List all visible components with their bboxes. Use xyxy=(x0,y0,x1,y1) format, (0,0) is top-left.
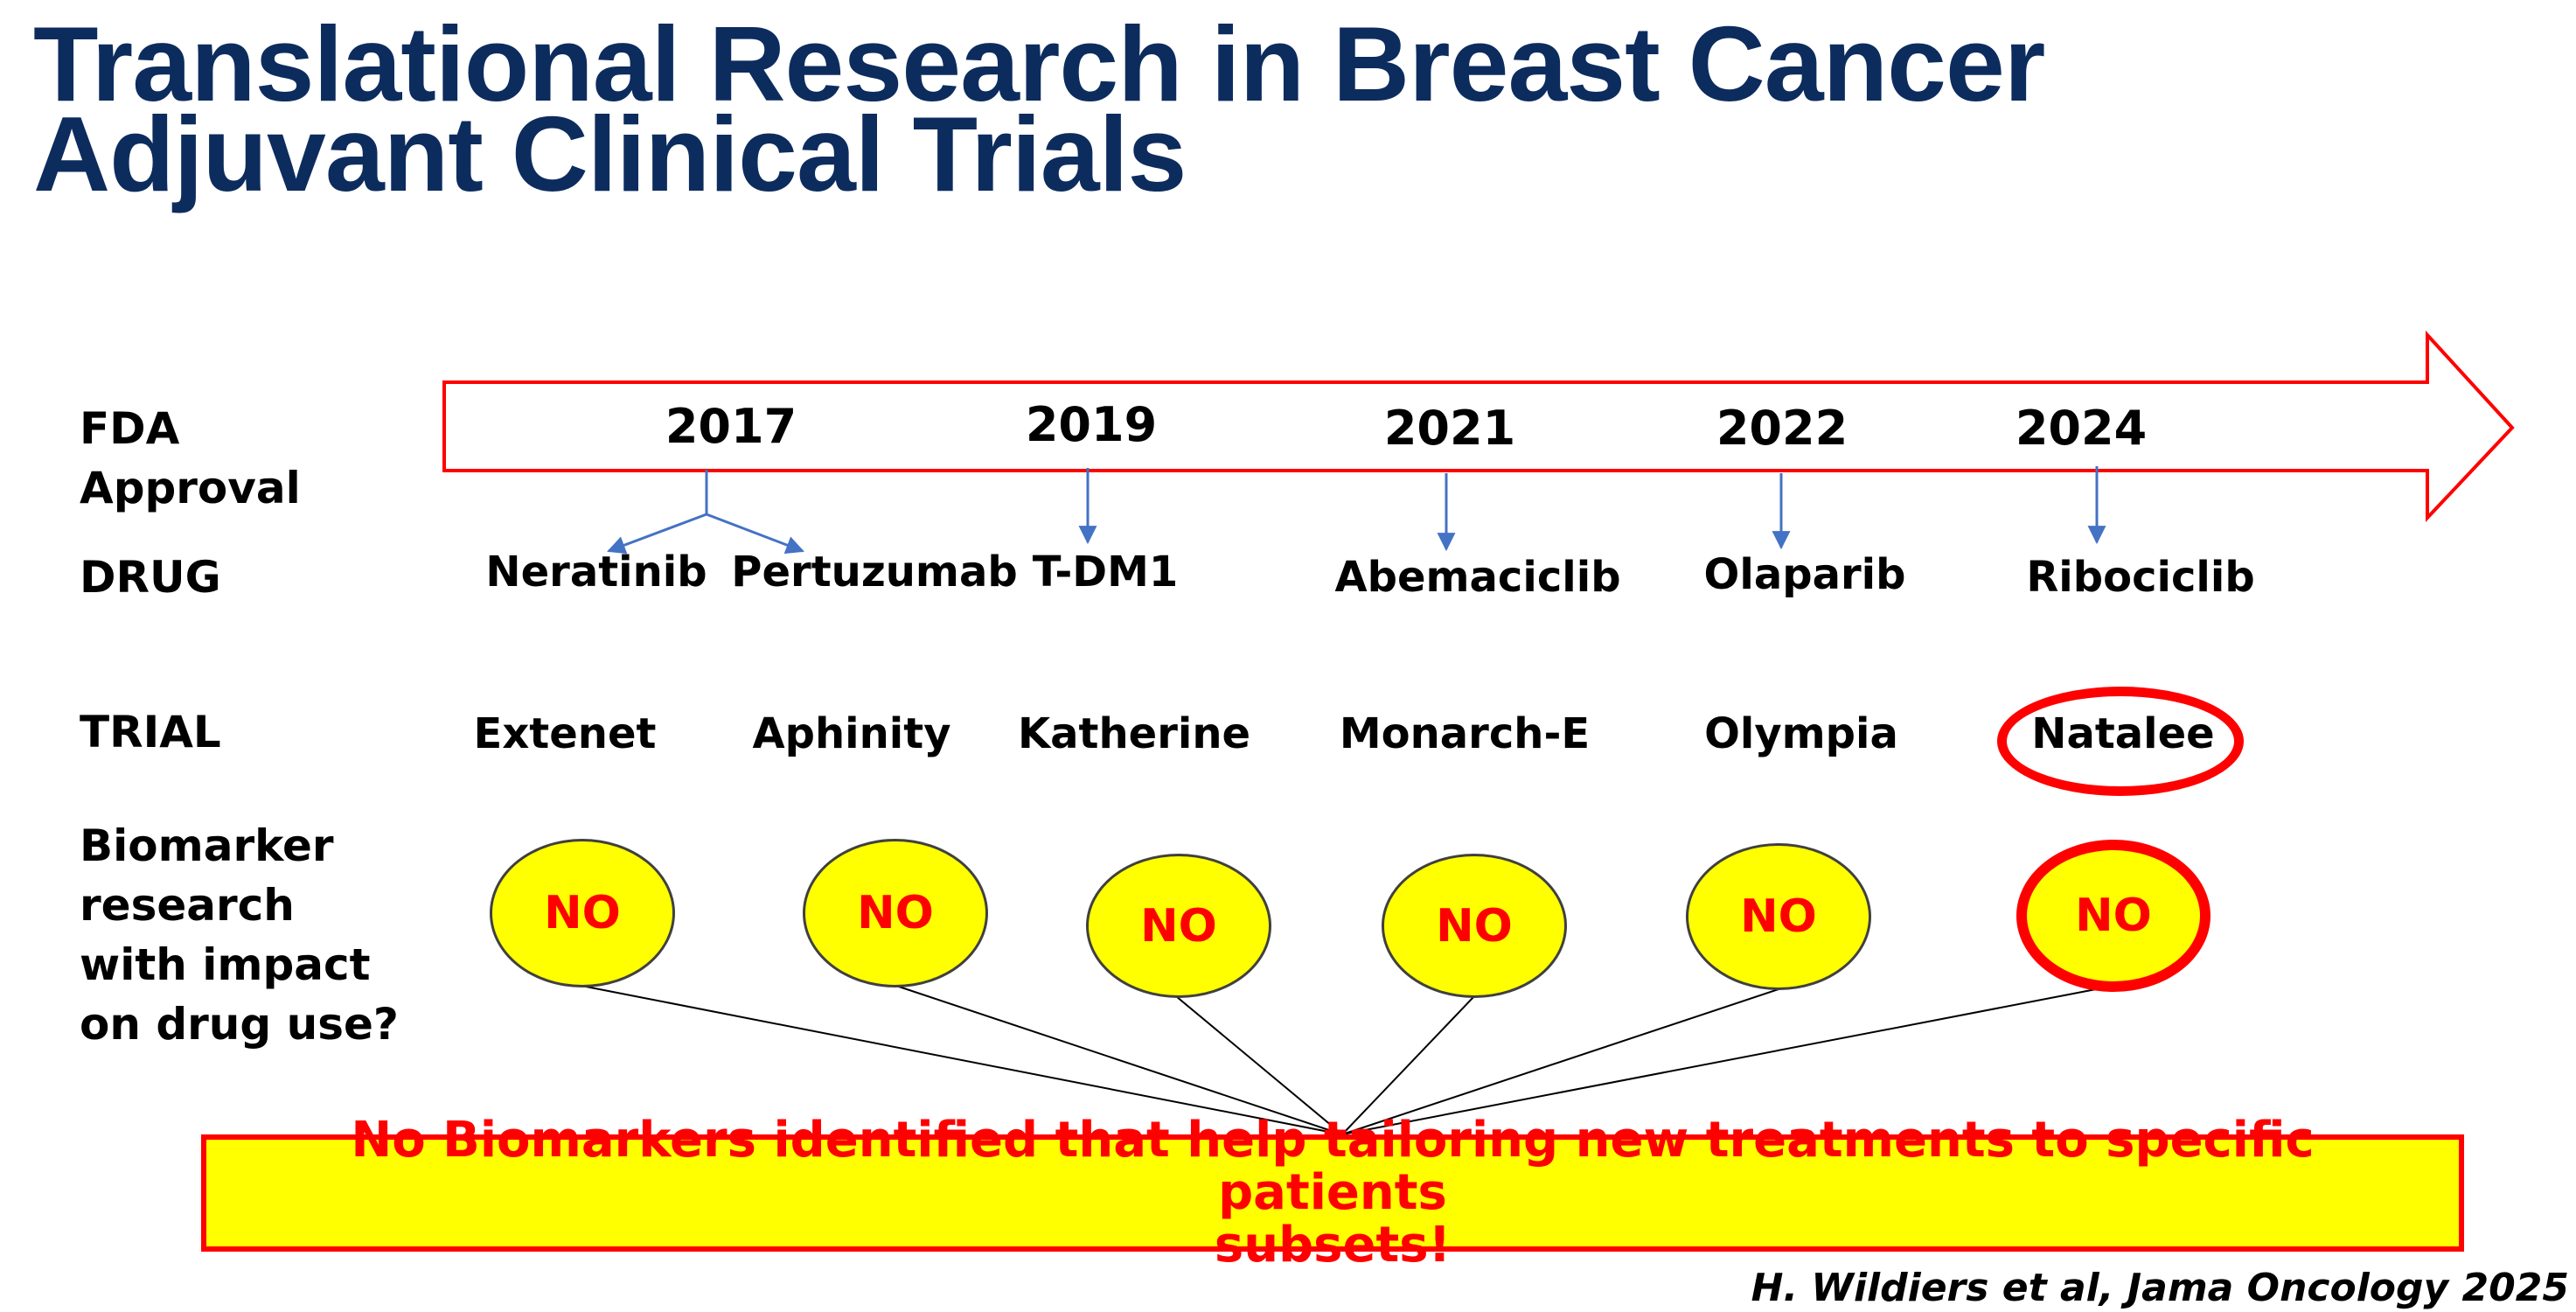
row-label-fda-line-1: FDA xyxy=(80,403,180,454)
row-label-trial: TRIAL xyxy=(80,707,221,757)
drug-olaparib: Olaparib xyxy=(1703,550,1906,599)
year-2022: 2022 xyxy=(1716,401,1848,456)
row-label-drug: DRUG xyxy=(80,552,221,603)
trial-aphinity: Aphinity xyxy=(752,709,951,758)
year-connector-arrows xyxy=(607,466,2106,555)
drug-abemaciclib: Abemaciclib xyxy=(1334,553,1621,602)
funnel-line-6 xyxy=(1341,988,2097,1135)
conclusion-line-1: No Biomarkers identified that help tailo… xyxy=(351,1112,2315,1221)
timeline-arrow xyxy=(442,330,2515,523)
drug-pertuzumab: Pertuzumab xyxy=(731,548,1018,597)
trial-extenet: Extenet xyxy=(473,709,657,758)
row-label-biomarker-line-2: research xyxy=(80,880,295,931)
no-badge-aphinity: NO xyxy=(803,839,988,987)
row-label-biomarker-line-1: Biomarker xyxy=(80,820,334,871)
no-badge-katherine: NO xyxy=(1086,854,1271,998)
funnel-line-3 xyxy=(1175,995,1343,1135)
citation: H. Wildiers et al, Jama Oncology 2025 xyxy=(1751,1266,2569,1310)
no-badge-extenet: NO xyxy=(490,839,675,987)
funnel-line-2 xyxy=(895,985,1343,1135)
year-2019: 2019 xyxy=(1025,397,1158,452)
conclusion-line-2: subsets! xyxy=(1214,1217,1452,1274)
connector-arrow-pertuzumab xyxy=(706,513,804,555)
drug-tdm1: T-DM1 xyxy=(1032,548,1179,597)
row-label-biomarker-line-3: with impact xyxy=(80,939,371,990)
trial-katherine: Katherine xyxy=(1017,709,1251,758)
funnel-line-4 xyxy=(1341,995,1475,1135)
funnel-lines xyxy=(581,985,2097,1135)
year-2021: 2021 xyxy=(1383,401,1516,456)
row-label-biomarker: Biomarker research with impact on drug u… xyxy=(80,816,399,1054)
row-label-fda-line-2: Approval xyxy=(80,463,301,513)
trial-olympia: Olympia xyxy=(1704,709,1898,758)
year-2017: 2017 xyxy=(665,399,797,454)
connector-arrow-neratinib xyxy=(607,513,707,555)
natalee-highlight-ring xyxy=(1997,687,2244,796)
row-label-fda: FDA Approval xyxy=(80,399,301,518)
no-badge-monarch-e: NO xyxy=(1382,854,1567,998)
slide-title-line-1: Translational Research in Breast Cancer xyxy=(33,4,2045,123)
no-badge-olympia: NO xyxy=(1686,843,1871,990)
slide-title: Translational Research in Breast Cancer … xyxy=(33,4,2045,213)
no-badge-natalee: NO xyxy=(2016,840,2210,992)
conclusion-box: No Biomarkers identified that help tailo… xyxy=(201,1114,2464,1272)
slide-title-line-2: Adjuvant Clinical Trials xyxy=(33,94,1187,213)
trial-monarch-e: Monarch-E xyxy=(1339,709,1591,758)
row-label-biomarker-line-4: on drug use? xyxy=(80,999,399,1050)
year-2024: 2024 xyxy=(2015,401,2148,456)
drug-neratinib: Neratinib xyxy=(485,548,707,597)
drug-ribociclib: Ribociclib xyxy=(2026,553,2255,602)
funnel-line-5 xyxy=(1341,988,1779,1135)
funnel-line-1 xyxy=(581,985,1343,1135)
